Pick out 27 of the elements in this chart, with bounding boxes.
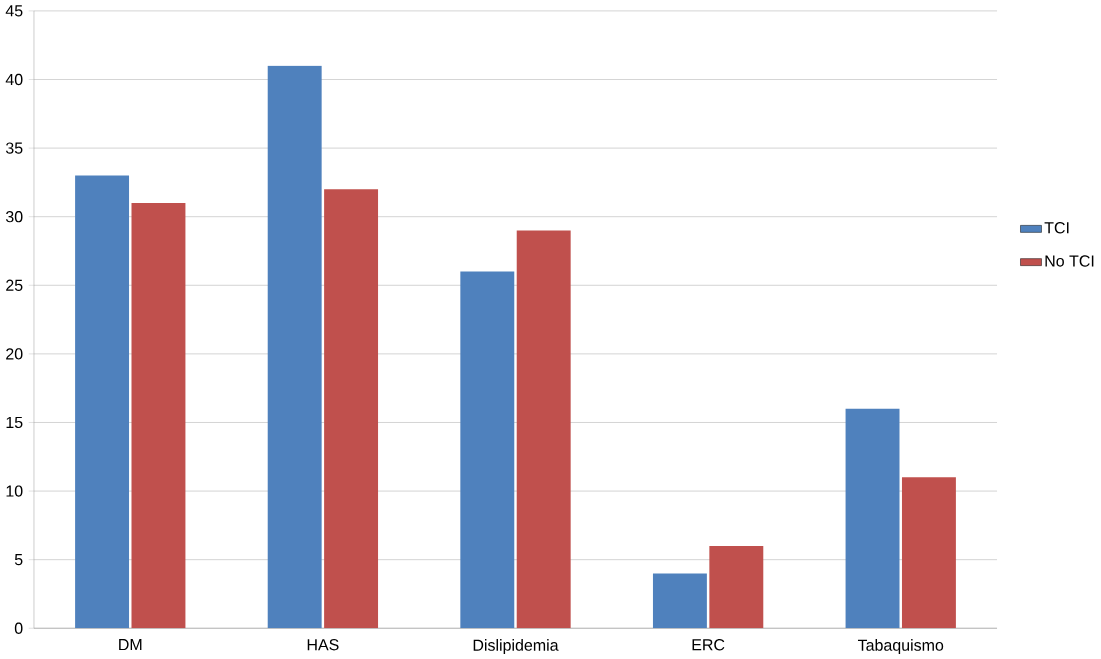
- bar: [460, 271, 515, 629]
- y-tick-label: 20: [6, 348, 23, 360]
- bar: [516, 230, 571, 629]
- bar: [75, 175, 130, 629]
- y-tick-label: 30: [5, 210, 23, 223]
- x-tick-label: Dislipidemia: [473, 638, 559, 654]
- legend-label: TCI: [1044, 221, 1069, 234]
- x-tick-label: DM: [119, 638, 142, 650]
- legend-label: No TCI: [1045, 255, 1094, 267]
- bar: [267, 65, 322, 629]
- y-tick-label: 10: [6, 485, 23, 497]
- x-tick-label: Tabaquismo: [857, 638, 944, 654]
- y-tick-label: 25: [6, 279, 23, 291]
- x-tick-label: ERC: [692, 638, 725, 651]
- y-tick-label: 45: [5, 5, 23, 17]
- x-tick-label: HAS: [307, 638, 339, 651]
- bar: [324, 189, 379, 629]
- y-tick-label: 0: [14, 622, 23, 634]
- y-tick-label: 5: [14, 553, 23, 566]
- bar: [652, 573, 707, 629]
- bar: [845, 408, 900, 629]
- y-tick-label: 15: [6, 416, 23, 428]
- bar: [901, 477, 956, 629]
- bar: [709, 545, 764, 629]
- y-tick-label: 35: [5, 142, 23, 154]
- bar: [131, 202, 186, 629]
- y-tick-label: 40: [5, 73, 23, 85]
